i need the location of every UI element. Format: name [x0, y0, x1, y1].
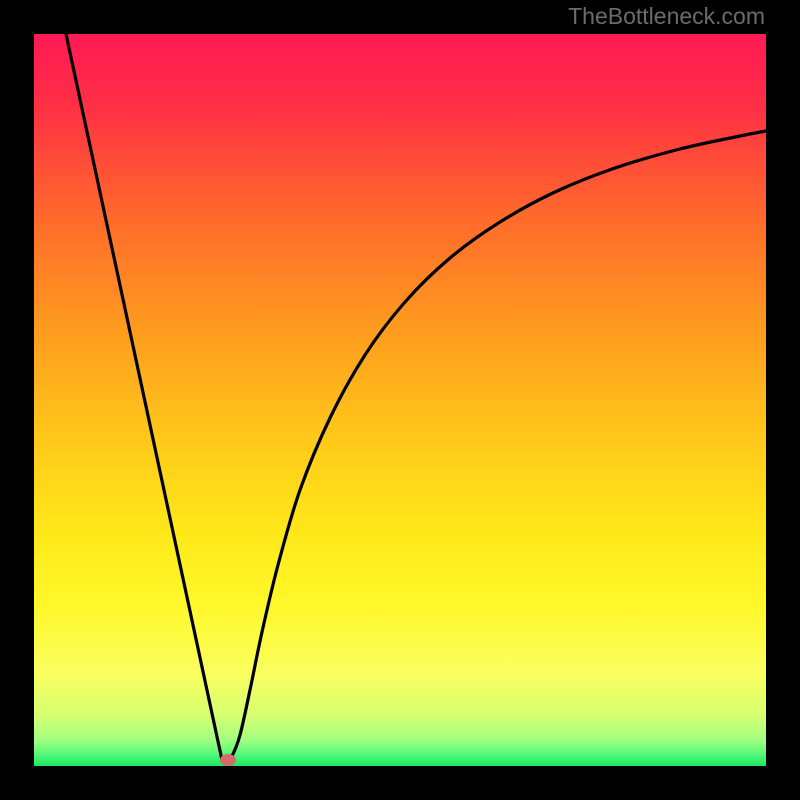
- min-point-marker: [220, 754, 236, 766]
- watermark-text: TheBottleneck.com: [568, 3, 765, 30]
- curve-layer: [0, 0, 800, 800]
- plot-area: [34, 34, 766, 766]
